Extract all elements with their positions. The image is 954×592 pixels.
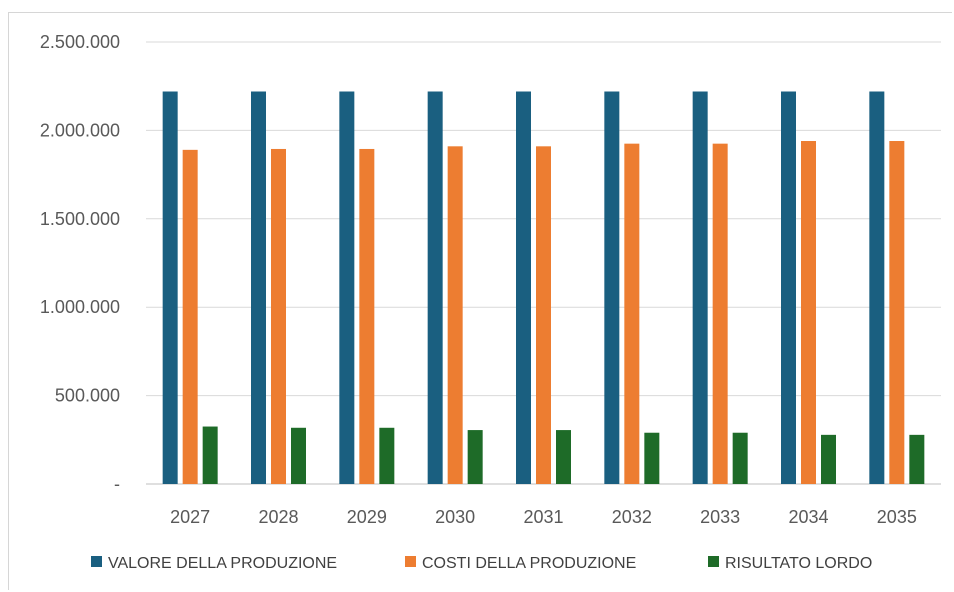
bar-risultato-lordo [379, 427, 395, 484]
legend-label: VALORE DELLA PRODUZIONE [108, 555, 337, 572]
bar-valore-della-produzione [339, 91, 355, 484]
bar-risultato-lordo [556, 430, 571, 484]
x-tick-label: 2028 [258, 507, 298, 527]
bar-valore-della-produzione [692, 91, 708, 484]
bar-costi-della-produzione [536, 146, 551, 484]
legend-swatch [708, 556, 719, 567]
legend-swatch [91, 556, 102, 567]
bar-valore-della-produzione [604, 91, 620, 484]
bar-risultato-lordo [467, 430, 483, 484]
bar-valore-della-produzione [869, 91, 885, 484]
y-tick-label: 1.500.000 [40, 209, 120, 229]
bar-costi-della-produzione [447, 146, 463, 484]
x-tick-label: 2030 [435, 507, 475, 527]
bar-risultato-lordo [821, 434, 836, 484]
bar-costi-della-produzione [712, 143, 728, 484]
legend: VALORE DELLA PRODUZIONE COSTI DELLA PRODU… [91, 555, 872, 572]
legend-label: RISULTATO LORDO [725, 555, 872, 572]
x-tick-label: 2035 [877, 507, 917, 527]
x-axis-tick-labels: 2027 2028 2029 2030 2031 2032 2033 2034 2035 [170, 507, 917, 527]
y-tick-label: 2.000.000 [40, 120, 120, 140]
bar-risultato-lordo [732, 432, 748, 484]
x-tick-label: 2031 [523, 507, 563, 527]
bar-valore-della-produzione [781, 91, 796, 484]
y-tick-label: 500.000 [55, 386, 120, 406]
x-tick-label: 2033 [700, 507, 740, 527]
bar-valore-della-produzione [251, 91, 266, 484]
bar-risultato-lordo [202, 426, 218, 484]
bar-costi-della-produzione [271, 148, 286, 485]
bar-risultato-lordo [909, 434, 925, 484]
x-tick-label: 2034 [788, 507, 828, 527]
bar-risultato-lordo [291, 427, 306, 484]
bar-valore-della-produzione [427, 91, 443, 484]
legend-label: COSTI DELLA PRODUZIONE [422, 555, 636, 572]
x-tick-label: 2032 [612, 507, 652, 527]
bar-costi-della-produzione [182, 149, 198, 484]
bar-costi-della-produzione [359, 148, 375, 485]
bars [162, 91, 925, 485]
y-axis-tick-labels: - 500.000 1.000.000 1.500.000 2.000.000 2.500… [40, 32, 120, 494]
legend-swatch [405, 556, 416, 567]
bar-costi-della-produzione [889, 141, 905, 484]
y-tick-label: 2.500.000 [40, 32, 120, 52]
bar-valore-della-produzione [516, 91, 531, 484]
y-tick-label: 1.000.000 [40, 297, 120, 317]
x-tick-label: 2027 [170, 507, 210, 527]
bar-risultato-lordo [644, 432, 660, 484]
y-tick-label: - [114, 474, 120, 494]
x-tick-label: 2029 [347, 507, 387, 527]
bar-costi-della-produzione [801, 141, 816, 484]
bar-valore-della-produzione [162, 91, 178, 484]
bar-costi-della-produzione [624, 143, 640, 484]
